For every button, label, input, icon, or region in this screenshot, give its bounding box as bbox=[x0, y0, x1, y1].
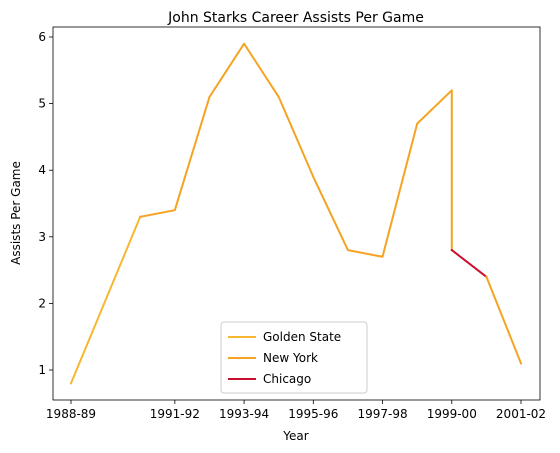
x-tick-label: 1997-98 bbox=[357, 407, 407, 421]
legend-box bbox=[220, 321, 368, 394]
y-axis-title: Assists Per Game bbox=[9, 161, 23, 265]
y-tick-label: 3 bbox=[38, 230, 46, 244]
x-tick-label: 1995-96 bbox=[288, 407, 338, 421]
chart-title: John Starks Career Assists Per Game bbox=[167, 10, 424, 26]
legend-label-new-york: New York bbox=[263, 351, 318, 365]
series-line-continuation bbox=[485, 275, 523, 365]
x-axis-title: Year bbox=[282, 429, 308, 443]
legend: Golden State New York Chicago bbox=[220, 321, 368, 394]
y-tick-label: 5 bbox=[38, 97, 46, 111]
y-axis: 1 2 3 4 5 6 bbox=[38, 30, 53, 377]
plot-frame bbox=[52, 26, 541, 401]
x-tick-label: 1999-00 bbox=[427, 407, 477, 421]
series-line-chicago bbox=[450, 248, 488, 279]
legend-label-chicago: Chicago bbox=[263, 372, 311, 386]
x-tick-label: 1991-92 bbox=[150, 407, 200, 421]
x-tick-label: 1988-89 bbox=[46, 407, 96, 421]
series-lines bbox=[69, 42, 523, 385]
series-line-golden-state bbox=[69, 215, 142, 385]
x-axis: 1988-89 1991-92 1993-94 1995-96 1997-98 1999-… bbox=[46, 400, 546, 421]
y-tick-label: 4 bbox=[38, 163, 46, 177]
y-tick-label: 2 bbox=[38, 296, 46, 310]
y-tick-label: 6 bbox=[38, 30, 46, 44]
legend-label-golden-state: Golden State bbox=[263, 330, 341, 344]
y-tick-label: 1 bbox=[38, 363, 46, 377]
series-line-new-york bbox=[139, 42, 453, 258]
x-tick-label: 1993-94 bbox=[219, 407, 269, 421]
x-tick-label: 2001-02 bbox=[496, 407, 546, 421]
